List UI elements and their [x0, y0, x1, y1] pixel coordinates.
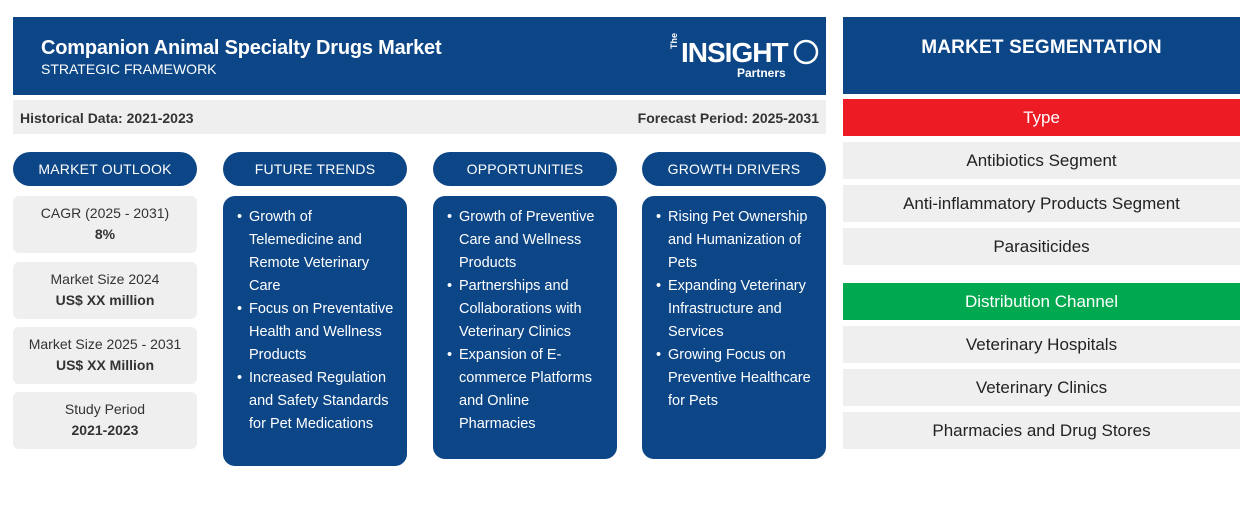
logo-partners-text: Partners	[737, 66, 786, 80]
list-item: Rising Pet Ownership and Humanization of…	[656, 206, 818, 275]
stat-value: 2021-2023	[71, 422, 139, 438]
list-item: Partnerships and Collaborations with Vet…	[447, 275, 609, 344]
market-size-forecast-stat: Market Size 2025 - 2031 US$ XX Million	[13, 327, 197, 384]
segment-item: Antibiotics Segment	[843, 142, 1240, 179]
report-subtitle: STRATEGIC FRAMEWORK	[41, 61, 217, 77]
list-item: Expanding Veterinary Infrastructure and …	[656, 275, 818, 344]
market-outlook-heading: MARKET OUTLOOK	[13, 152, 197, 186]
forecast-period: Forecast Period: 2025-2031	[637, 110, 819, 126]
stat-label: Study Period	[64, 401, 146, 417]
segment-item: Veterinary Hospitals	[843, 326, 1240, 363]
market-segmentation-title: MARKET SEGMENTATION	[843, 17, 1240, 94]
future-trends-card: Growth of Telemedicine and Remote Veteri…	[223, 196, 407, 466]
segment-item: Veterinary Clinics	[843, 369, 1240, 406]
stat-value: US$ XX Million	[55, 357, 154, 373]
report-header: Companion Animal Specialty Drugs Market …	[13, 17, 826, 95]
period-bar: Historical Data: 2021-2023 Forecast Peri…	[13, 100, 826, 134]
cagr-stat: CAGR (2025 - 2031) 8%	[13, 196, 197, 253]
segment-item: Pharmacies and Drug Stores	[843, 412, 1240, 449]
report-title: Companion Animal Specialty Drugs Market	[41, 37, 442, 59]
logo-the-text: The	[669, 32, 679, 49]
logo-arc-icon	[793, 39, 819, 65]
stat-label: CAGR (2025 - 2031)	[40, 205, 170, 221]
type-category-header: Type	[843, 99, 1240, 136]
stat-value: 8%	[94, 226, 116, 242]
stat-label: Market Size 2025 - 2031	[28, 336, 182, 352]
stat-value: US$ XX million	[55, 292, 155, 308]
market-size-2024-stat: Market Size 2024 US$ XX million	[13, 262, 197, 319]
study-period-stat: Study Period 2021-2023	[13, 392, 197, 449]
insight-partners-logo: The INSIGHT Partners	[669, 31, 819, 83]
growth-drivers-card: Rising Pet Ownership and Humanization of…	[642, 196, 826, 459]
list-item: Increased Regulation and Safety Standard…	[237, 367, 399, 436]
list-item: Growing Focus on Preventive Healthcare f…	[656, 344, 818, 413]
growth-drivers-heading: GROWTH DRIVERS	[642, 152, 826, 186]
segment-item: Parasiticides	[843, 228, 1240, 265]
opportunities-card: Growth of Preventive Care and Wellness P…	[433, 196, 617, 459]
segment-item: Anti-inflammatory Products Segment	[843, 185, 1240, 222]
historical-period: Historical Data: 2021-2023	[20, 110, 194, 126]
list-item: Focus on Preventative Health and Wellnes…	[237, 298, 399, 367]
list-item: Growth of Preventive Care and Wellness P…	[447, 206, 609, 275]
logo-insight-text: INSIGHT	[681, 37, 789, 68]
list-item: Expansion of E-commerce Platforms and On…	[447, 344, 609, 436]
opportunities-heading: OPPORTUNITIES	[433, 152, 617, 186]
stat-label: Market Size 2024	[50, 271, 160, 287]
distribution-category-header: Distribution Channel	[843, 283, 1240, 320]
future-trends-heading: FUTURE TRENDS	[223, 152, 407, 186]
list-item: Growth of Telemedicine and Remote Veteri…	[237, 206, 399, 298]
